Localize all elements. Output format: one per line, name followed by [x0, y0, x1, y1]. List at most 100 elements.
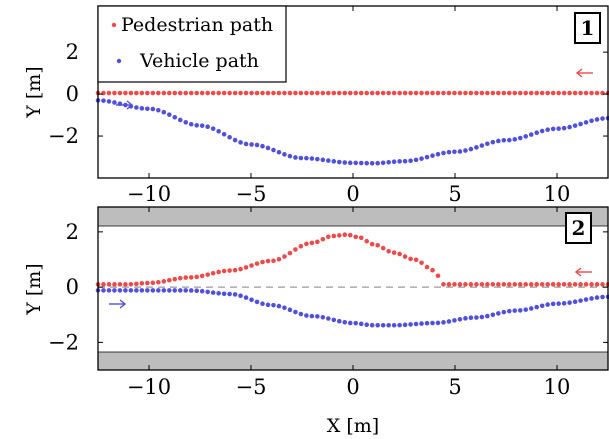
data-point — [479, 90, 485, 96]
data-point — [594, 90, 600, 96]
data-point — [304, 313, 309, 318]
data-point — [172, 288, 178, 293]
y-tick-label: 0 — [66, 82, 79, 106]
data-point — [402, 254, 408, 259]
data-point — [528, 306, 534, 311]
data-point — [594, 117, 600, 122]
data-point — [446, 282, 452, 287]
data-point — [468, 90, 474, 96]
data-point — [463, 282, 468, 287]
data-point — [112, 288, 117, 293]
data-point — [534, 304, 540, 310]
data-point — [391, 159, 397, 165]
data-point — [369, 322, 375, 328]
data-point — [326, 90, 331, 96]
x-tick-label: −5 — [236, 182, 267, 206]
data-point — [199, 90, 205, 96]
data-point — [183, 288, 189, 293]
data-point — [402, 322, 408, 328]
data-point — [561, 90, 567, 96]
data-point — [419, 90, 424, 96]
data-point — [265, 258, 271, 264]
data-point — [600, 116, 605, 121]
data-point — [331, 317, 337, 323]
data-point — [336, 159, 342, 165]
data-point — [539, 303, 545, 309]
data-point — [452, 318, 457, 323]
data-point — [342, 320, 348, 325]
data-point — [408, 158, 413, 164]
x-tick-label: 5 — [448, 375, 461, 399]
data-point — [172, 276, 178, 282]
data-point — [331, 159, 337, 164]
data-point — [336, 318, 342, 324]
data-point — [287, 250, 293, 256]
y-tick-label: 2 — [66, 220, 79, 244]
data-point — [188, 121, 194, 127]
data-point — [589, 90, 594, 96]
data-point — [271, 258, 276, 264]
data-point — [326, 234, 331, 240]
data-point — [238, 90, 243, 96]
data-point — [254, 90, 260, 96]
data-point — [490, 312, 496, 318]
panel-1-data-layer — [95, 90, 609, 166]
data-point — [528, 132, 534, 137]
data-point — [156, 279, 161, 285]
data-point — [112, 100, 117, 105]
y-tick-label: −2 — [48, 330, 79, 354]
data-point — [112, 90, 117, 96]
data-point — [271, 147, 276, 153]
data-point — [166, 277, 172, 283]
panel-1-legend: Pedestrian path Vehicle path — [97, 5, 287, 83]
data-point — [232, 137, 238, 143]
vehicle-direction-arrow-icon — [116, 100, 134, 110]
data-point — [320, 314, 326, 320]
data-point — [227, 291, 232, 297]
data-point — [556, 126, 561, 131]
data-point — [441, 90, 446, 96]
data-point — [528, 90, 534, 96]
data-point — [276, 256, 282, 262]
pedestrian-direction-arrow-icon — [575, 68, 593, 78]
data-point — [123, 288, 128, 293]
data-point — [172, 115, 178, 120]
data-point — [161, 288, 167, 293]
data-point — [260, 143, 265, 149]
y-tick-label: 0 — [66, 275, 79, 299]
data-point — [501, 90, 507, 96]
data-point — [331, 233, 337, 239]
data-point — [408, 322, 413, 327]
data-point — [419, 321, 424, 326]
data-point — [210, 90, 216, 96]
data-point — [128, 282, 134, 287]
data-point — [227, 134, 232, 140]
data-point — [397, 90, 402, 96]
data-point — [216, 290, 221, 296]
data-point — [364, 322, 370, 327]
data-point — [353, 160, 359, 166]
legend-box — [97, 5, 287, 83]
data-point — [391, 90, 397, 96]
data-point — [468, 146, 474, 152]
legend-marker-pedestrian — [111, 22, 117, 28]
data-point — [545, 282, 550, 287]
data-point — [369, 161, 375, 166]
vehicle-path-series — [95, 98, 609, 166]
data-point — [589, 282, 594, 287]
data-point — [457, 149, 463, 154]
data-point — [205, 272, 210, 277]
data-point — [188, 90, 194, 96]
data-point — [254, 299, 260, 305]
data-point — [358, 90, 364, 96]
data-point — [501, 138, 507, 143]
data-point — [523, 307, 529, 312]
panel-2-ticks: −10 −5 0 5 10 2 0 −2 — [48, 207, 608, 399]
data-point — [567, 300, 572, 305]
data-point — [435, 320, 441, 326]
data-point — [452, 282, 457, 287]
data-point — [523, 134, 529, 139]
data-point — [106, 282, 112, 287]
data-point — [276, 303, 282, 309]
data-point — [506, 90, 512, 96]
